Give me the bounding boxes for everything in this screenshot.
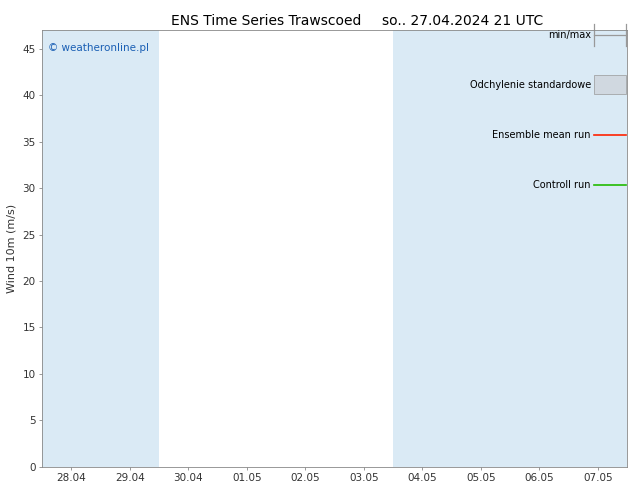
Bar [393,30,510,467]
Bar [510,30,627,467]
Text: Ensemble mean run: Ensemble mean run [492,130,591,140]
Y-axis label: Wind 10m (m/s): Wind 10m (m/s) [7,204,17,293]
Text: © weatheronline.pl: © weatheronline.pl [48,43,149,53]
Text: ENS Time Series Trawscoed: ENS Time Series Trawscoed [171,14,361,28]
Bar [593,75,626,95]
Bar [42,30,159,467]
Text: so.. 27.04.2024 21 UTC: so.. 27.04.2024 21 UTC [382,14,543,28]
Text: Controll run: Controll run [533,180,591,190]
Text: Odchylenie standardowe: Odchylenie standardowe [470,80,591,90]
Text: min/max: min/max [548,29,591,40]
